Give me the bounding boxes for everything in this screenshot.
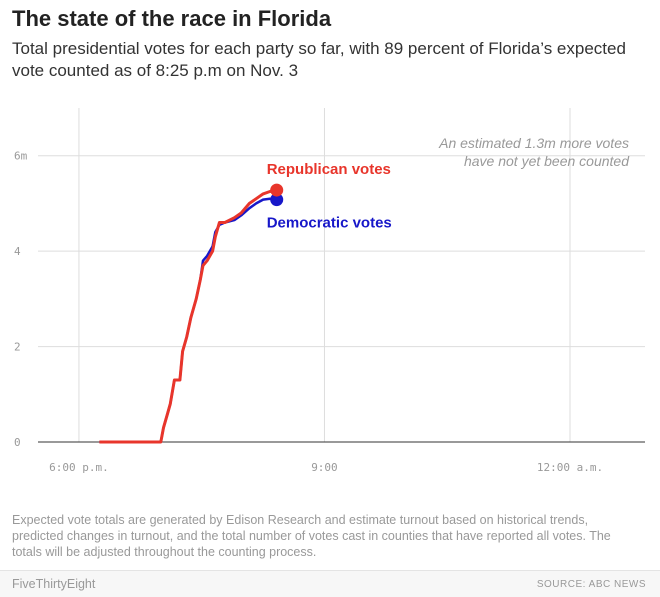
uncounted-votes-annotation-line-1: An estimated 1.3m more votes [438,135,629,151]
democratic-series-label: Democratic votes [267,215,392,232]
x-tick-label: 12:00 a.m. [537,461,603,474]
y-tick-label: 2 [14,341,21,354]
vote-count-chart: 6:00 p.m. 9:00 12:00 a.m. 0 2 4 6m An estimate… [14,108,645,474]
chart-title: The state of the race in Florida [12,6,332,31]
democratic-votes-line [99,197,277,444]
y-tick-label: 6m [14,150,28,163]
methodology-footnote: Expected vote totals are generated by Ed… [12,513,611,559]
uncounted-votes-annotation-line-2: have not yet been counted [464,153,630,169]
source-credit: SOURCE: ABC NEWS [536,579,646,590]
x-tick-label: 6:00 p.m. [49,461,109,474]
republican-votes-line [99,188,278,444]
y-tick-label: 0 [14,436,21,449]
footer-bar: FiveThirtyEight SOURCE: ABC NEWS [0,570,660,597]
democratic-latest-point [270,193,284,207]
republican-series-label: Republican votes [267,161,391,178]
chart-subtitle: Total presidential votes for each party … [12,39,626,80]
x-tick-label: 9:00 [311,461,338,474]
y-tick-label: 4 [14,245,21,258]
brand-name: FiveThirtyEight [12,577,96,591]
republican-latest-point [270,183,284,197]
